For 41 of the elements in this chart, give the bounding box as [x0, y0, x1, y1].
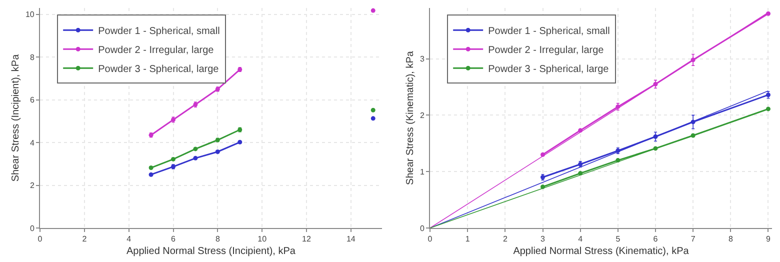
y-axis-title: Shear Stress (Incipient), kPa	[10, 54, 22, 182]
y-tick-label: 4	[30, 138, 35, 148]
x-tick-label: 2	[502, 234, 508, 244]
x-tick-label: 0	[38, 234, 43, 244]
x-tick-label: 9	[766, 234, 772, 244]
x-tick-label: 4	[578, 234, 584, 244]
y-tick-label: 6	[30, 96, 35, 105]
x-tick-label: 6	[171, 234, 176, 244]
x-tick-label: 3	[540, 234, 546, 244]
y-axis-title: Shear Stress (Kinematic), kPa	[404, 50, 416, 185]
x-tick-label: 12	[302, 234, 312, 244]
legend-label: Powder 1 - Spherical, small	[98, 26, 220, 37]
x-tick-label: 14	[346, 234, 356, 244]
x-tick-label: 2	[82, 234, 88, 244]
legend-label: Powder 3 - Spherical, large	[488, 64, 610, 75]
x-tick-label: 0	[428, 234, 433, 244]
y-tick-label: 1	[420, 167, 425, 176]
point	[370, 8, 376, 13]
y-tick-label: 2	[420, 110, 425, 120]
legend-label: Powder 1 - Spherical, small	[488, 26, 610, 37]
x-tick-label: 8	[215, 234, 220, 244]
x-axis-title: Applied Normal Stress (Kinematic), kPa	[513, 246, 690, 258]
y-tick-label: 0	[30, 224, 35, 233]
x-tick-label: 6	[653, 234, 658, 244]
legend-label: Powder 2 - Irregular, large	[98, 45, 214, 56]
y-tick-label: 0	[420, 224, 425, 233]
x-tick-label: 5	[616, 234, 621, 244]
x-axis-title: Applied Normal Stress (Incipient), kPa	[126, 246, 296, 258]
y-tick-label: 3	[420, 54, 425, 64]
point	[370, 108, 376, 112]
y-tick-label: 8	[30, 52, 35, 62]
legend-label: Powder 2 - Irregular, large	[488, 45, 604, 56]
x-tick-label: 8	[728, 234, 734, 244]
x-tick-label: 4	[126, 234, 132, 244]
y-tick-label: 2	[30, 181, 35, 190]
x-tick-label: 1	[465, 234, 470, 244]
x-tick-label: 10	[258, 234, 268, 244]
point	[370, 116, 376, 121]
legend-label: Powder 3 - Spherical, large	[98, 64, 220, 75]
y-tick-label: 10	[25, 10, 35, 20]
x-tick-label: 7	[690, 234, 696, 244]
